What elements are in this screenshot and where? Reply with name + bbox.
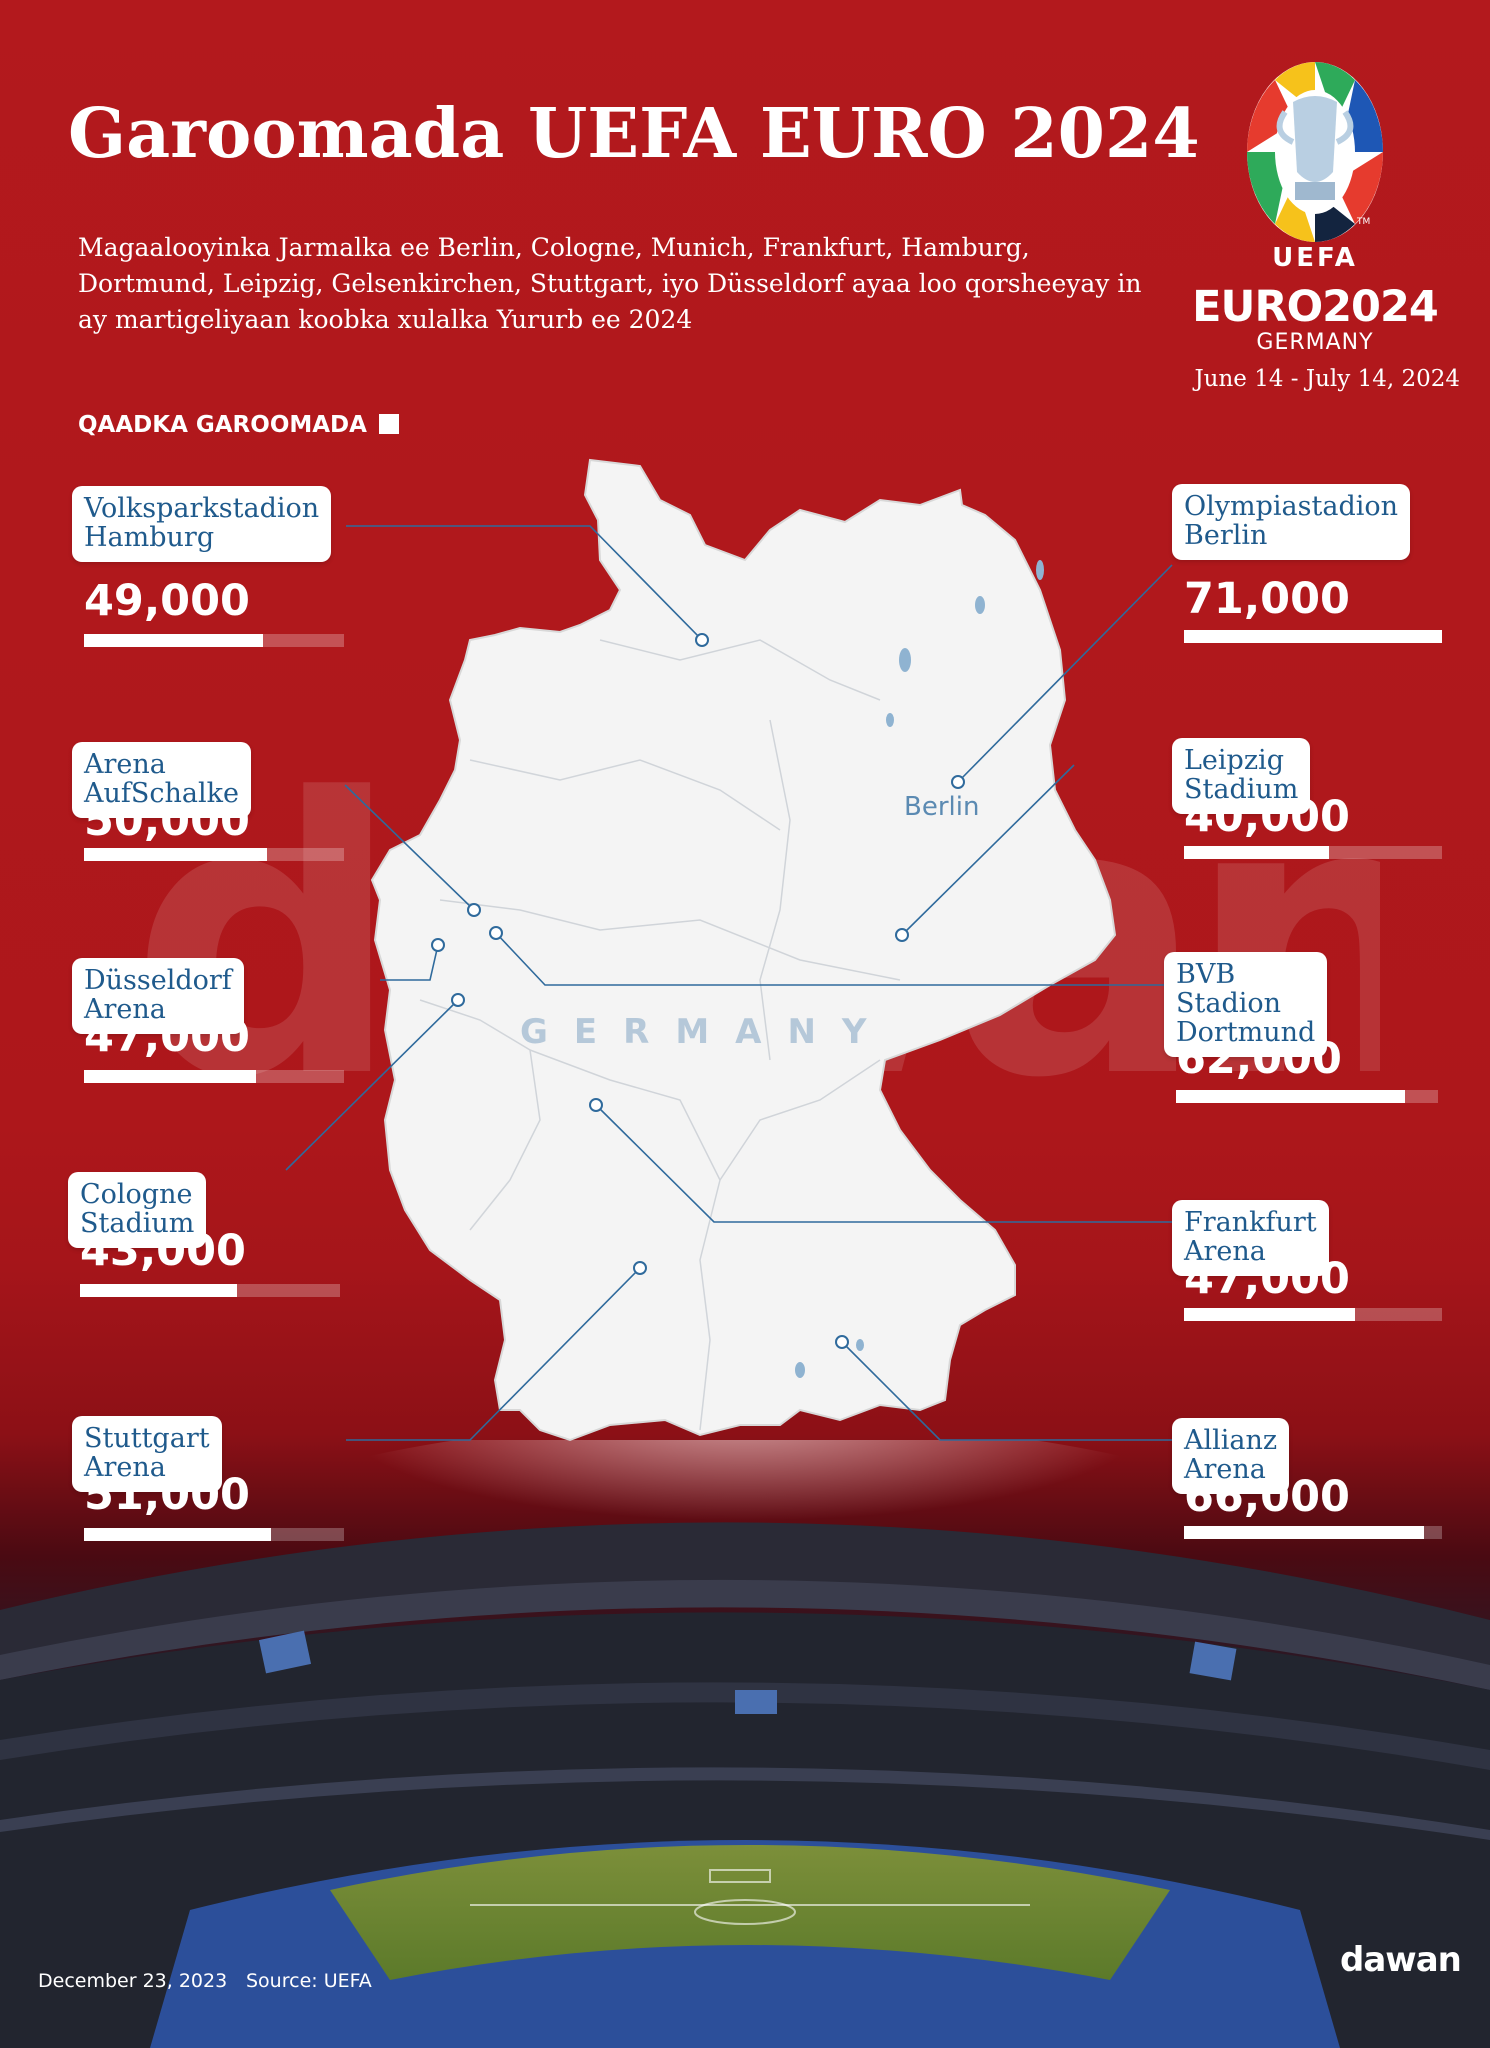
- capacity-bar-track: [84, 634, 344, 647]
- capacity-bar-track: [84, 1070, 344, 1083]
- stadium-name: Cologne Stadium: [68, 1172, 207, 1248]
- leader-lines: [285, 525, 1173, 1441]
- capacity-bar-track: [84, 848, 344, 861]
- stadium-name: Olympiastadion Berlin: [1172, 484, 1411, 560]
- page-title: Garoomada UEFA EURO 2024: [68, 94, 1200, 174]
- stadium-capacity: 50,000: [84, 796, 250, 846]
- capacity-bar-track: [1176, 1090, 1438, 1103]
- capacity-bar-fill: [84, 1528, 271, 1541]
- marker-hamburg: [695, 633, 709, 647]
- stadium-capacity: 47,000: [84, 1012, 250, 1062]
- euro-2024-logo: TM UEFA EURO2024 GERMANY: [1185, 60, 1445, 360]
- stadium-name: Allianz Arena: [1172, 1418, 1290, 1494]
- marker-dortmund: [489, 926, 503, 940]
- marker-stuttgart: [633, 1261, 647, 1275]
- state-borders: [419, 639, 901, 1431]
- capacity-bar-fill: [1176, 1090, 1405, 1103]
- tournament-dates: June 14 - July 14, 2024: [1194, 366, 1460, 392]
- stadium-capacity: 62,000: [1176, 1034, 1342, 1084]
- capacity-bar-fill: [84, 848, 268, 861]
- source-credit: Source: UEFA: [246, 1970, 372, 1992]
- capacity-bar-fill: [1184, 1526, 1424, 1539]
- capacity-bar-track: [80, 1284, 340, 1297]
- city-markers: [431, 633, 965, 1349]
- capacity-legend: QAADKA GAROOMADA: [78, 412, 399, 438]
- stadium-name: Stuttgart Arena: [72, 1416, 222, 1492]
- germany-shape: [370, 458, 1117, 1442]
- marker-berlin: [951, 775, 965, 789]
- stadium-name: BVB Stadion Dortmund: [1164, 952, 1328, 1057]
- stadium-capacity: 40,000: [1184, 792, 1350, 842]
- capacity-bar-track: [1184, 1526, 1442, 1539]
- legend-label: QAADKA GAROOMADA: [78, 412, 367, 438]
- capacity-bar-fill: [84, 634, 264, 647]
- map-country-label: GERMANY: [520, 1012, 893, 1052]
- capacity-bar-track: [1184, 630, 1442, 643]
- stadium-name: Leipzig Stadium: [1172, 738, 1311, 814]
- stadium-name: Düsseldorf Arena: [72, 958, 244, 1034]
- marker-dusseldorf: [431, 938, 445, 952]
- marker-cologne: [451, 993, 465, 1007]
- capacity-bar-fill: [84, 1070, 257, 1083]
- stadium-capacity: 51,000: [84, 1470, 250, 1520]
- dawan-logo: dawan: [1340, 1940, 1462, 1980]
- stadium-capacity: 66,000: [1184, 1472, 1350, 1522]
- page-subtitle: Magaalooyinka Jarmalka ee Berlin, Cologn…: [78, 233, 1142, 334]
- capacity-bar-fill: [1184, 630, 1442, 643]
- marker-munich: [835, 1335, 849, 1349]
- lakes: [795, 560, 1044, 1378]
- stadium-name: Volksparkstadion Hamburg: [72, 486, 332, 562]
- trophy-emblem-icon: TM: [1247, 62, 1383, 242]
- marker-leipzig: [895, 928, 909, 942]
- logo-uefa-text: UEFA: [1272, 243, 1358, 273]
- logo-euro-text: EURO2024: [1192, 282, 1439, 332]
- stadium-capacity: 43,000: [80, 1226, 246, 1276]
- publish-date: December 23, 2023: [38, 1970, 228, 1992]
- map-city-label: Berlin: [904, 792, 980, 822]
- capacity-bar-track: [1184, 1308, 1442, 1321]
- stadium-name: Frankfurt Arena: [1172, 1200, 1329, 1276]
- capacity-bar-track: [84, 1528, 344, 1541]
- marker-frankfurt: [589, 1098, 603, 1112]
- capacity-bar-fill: [1184, 1308, 1355, 1321]
- stadium-name: Arena AufSchalke: [72, 742, 251, 818]
- capacity-bar-fill: [80, 1284, 238, 1297]
- capacity-bar-fill: [1184, 846, 1330, 859]
- capacity-bar-track: [1184, 846, 1442, 859]
- legend-square-icon: [378, 414, 399, 434]
- stadium-photo: [0, 1440, 1490, 2048]
- stadium-capacity: 71,000: [1184, 574, 1350, 624]
- marker-gelsenkirchen: [467, 903, 481, 917]
- trademark-mark: TM: [1356, 217, 1370, 227]
- logo-country-text: GERMANY: [1256, 330, 1374, 355]
- stadium-capacity: 49,000: [84, 576, 250, 626]
- stadium-capacity: 47,000: [1184, 1254, 1350, 1304]
